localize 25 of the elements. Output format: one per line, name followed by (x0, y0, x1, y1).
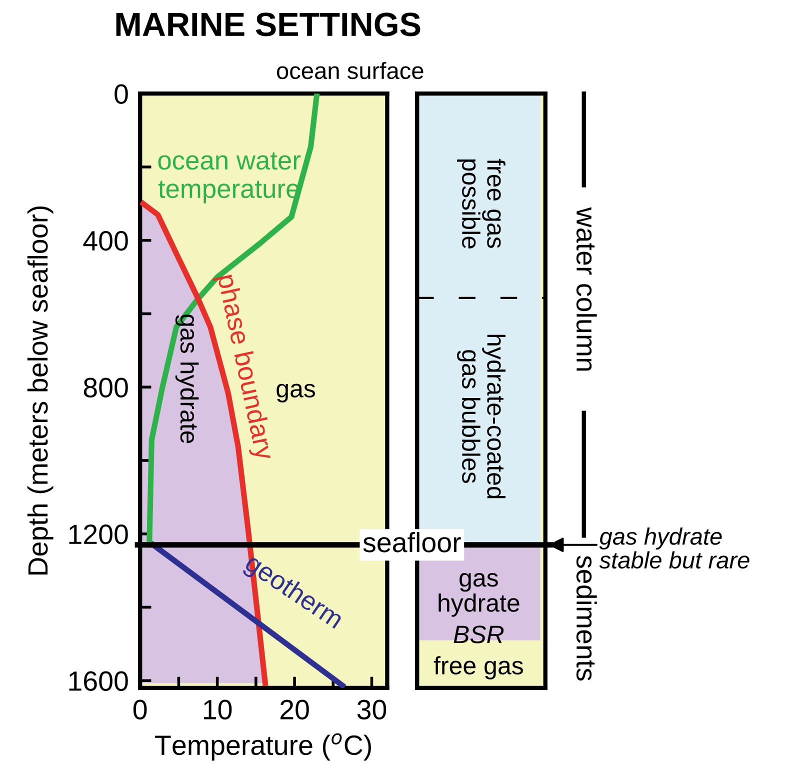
text: BSR (454, 626, 504, 644)
chart-title: MARINE SETTINGS (116, 12, 420, 36)
text: gas hydrate stable but rare (599, 528, 750, 569)
y-tick-label: 1600 (69, 671, 128, 691)
text: water column (576, 207, 597, 371)
annotation: gas hydrate (175, 314, 199, 444)
text: ocean surface (276, 62, 424, 80)
y-axis-title: Depth (meters below seafloor) (27, 206, 54, 575)
y-tick-label: 800 (84, 378, 128, 398)
x-tick-label: 20 (280, 700, 309, 720)
x-tick-label: 0 (133, 700, 147, 720)
text: gas hydrate (438, 573, 520, 617)
y-tick-label: 0 (114, 84, 128, 104)
text: free gas possible (457, 158, 506, 248)
ref-line-label: seafloor (363, 532, 461, 552)
x-tick-label: 30 (357, 700, 386, 720)
text: sediments (576, 556, 597, 681)
annotation: gas (276, 384, 316, 402)
x-tick-label: 10 (204, 700, 232, 720)
text: phase boundary (212, 274, 276, 462)
x-axis-title: Temperature ($^{o}$C) (155, 733, 371, 761)
text: hydrate-coated gas bubbles (457, 334, 506, 498)
y-tick-label: 1200 (69, 524, 128, 544)
y-tick-label: 400 (83, 231, 128, 251)
text: free gas (434, 656, 523, 680)
